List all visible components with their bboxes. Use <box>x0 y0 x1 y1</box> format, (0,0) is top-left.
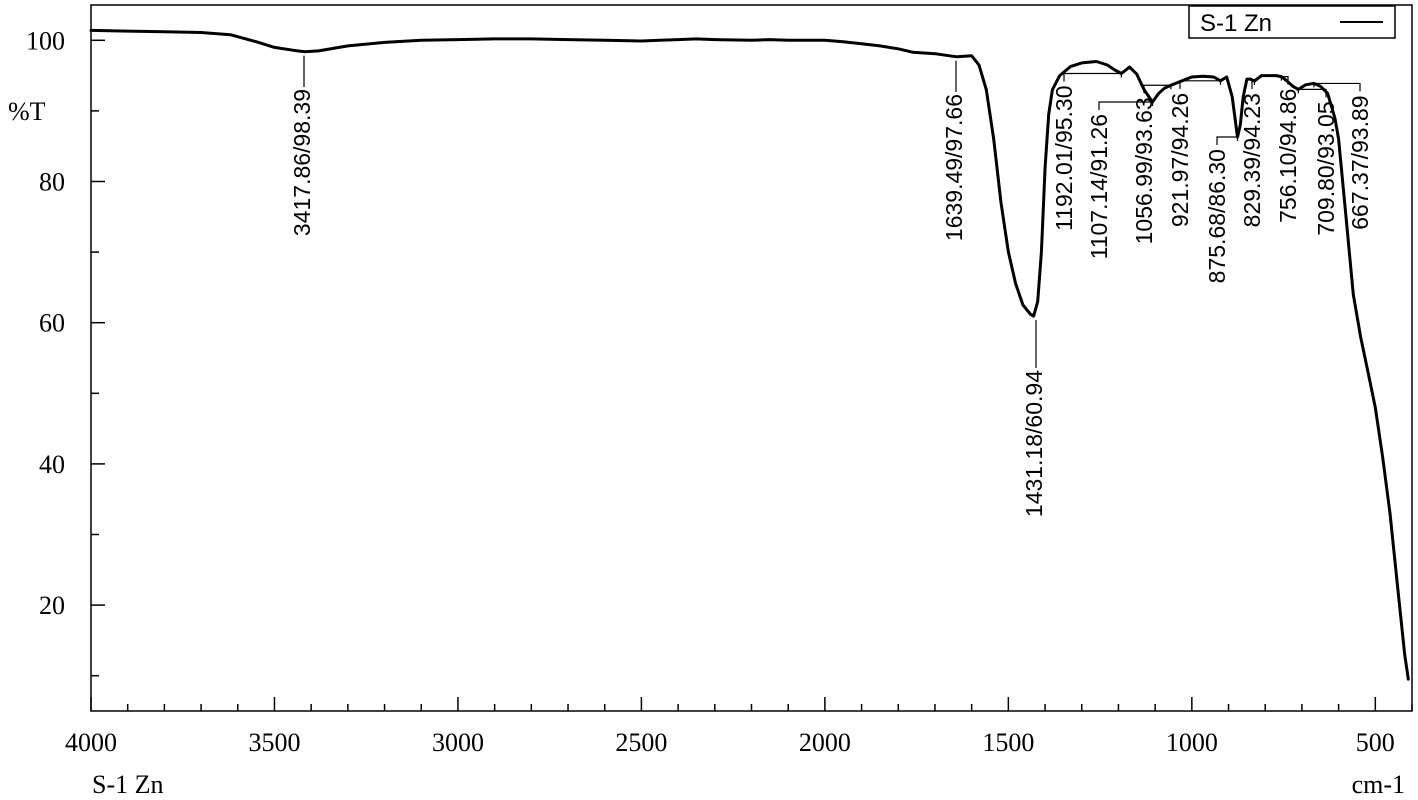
peak-label: 709.80/93.05 <box>1313 101 1339 235</box>
y-tick-label: 80 <box>39 168 65 197</box>
annotation-leader <box>1143 84 1172 94</box>
sample-label: S-1 Zn <box>92 770 164 799</box>
annotation-leader <box>1251 80 1256 90</box>
series-line-s-1-zn <box>89 28 1410 681</box>
legend-label: S-1 Zn <box>1200 10 1272 37</box>
legend: S-1 Zn <box>1188 5 1396 39</box>
peak-label: 1431.18/60.94 <box>1021 370 1047 517</box>
y-axis: 20 40 60 80 100 <box>26 26 105 677</box>
y-axis-label: %T <box>8 97 46 126</box>
annotation-leader <box>1297 88 1327 98</box>
peak-label: 829.39/94.23 <box>1239 93 1265 227</box>
peak-label: 1192.01/95.30 <box>1051 85 1077 230</box>
y-tick-label: 40 <box>39 450 65 479</box>
x-axis-label: cm-1 <box>1352 770 1405 799</box>
annotation-leader <box>1280 75 1289 85</box>
annotation-leader <box>1216 136 1239 146</box>
peak-label: 1639.49/97.66 <box>941 94 967 241</box>
peak-label: 921.97/94.26 <box>1167 93 1193 227</box>
annotation-leader <box>1098 101 1154 111</box>
annotation-leader <box>1313 82 1361 92</box>
annotation-leader <box>1063 72 1122 82</box>
x-tick-label: 4000 <box>65 728 117 757</box>
x-tick-label: 3000 <box>432 728 484 757</box>
x-tick-label: 500 <box>1356 728 1395 757</box>
x-tick-label: 3500 <box>248 728 300 757</box>
annotation-leader <box>1179 80 1222 89</box>
peak-label: 875.68/86.30 <box>1204 149 1230 283</box>
peak-label: 1056.99/93.63 <box>1131 97 1157 244</box>
peak-label: 3417.86/98.39 <box>289 89 315 236</box>
y-tick-label: 100 <box>26 26 65 55</box>
peak-label: 1107.14/91.26 <box>1086 114 1112 259</box>
x-tick-label: 1500 <box>982 728 1034 757</box>
x-tick-label: 1000 <box>1166 728 1218 757</box>
x-tick-label: 2500 <box>615 728 667 757</box>
peak-label: 756.10/94.86 <box>1275 89 1301 223</box>
peak-annotations: 3417.86/98.39 1639.49/97.66 1431.18/60.94 1… <box>289 55 1373 517</box>
y-tick-label: 20 <box>39 591 65 620</box>
x-axis: 4000 3500 3000 2500 2000 1500 1000 500 <box>65 697 1413 757</box>
y-tick-label: 60 <box>39 309 65 338</box>
peak-label: 667.37/93.89 <box>1347 95 1373 229</box>
x-tick-label: 2000 <box>799 728 851 757</box>
